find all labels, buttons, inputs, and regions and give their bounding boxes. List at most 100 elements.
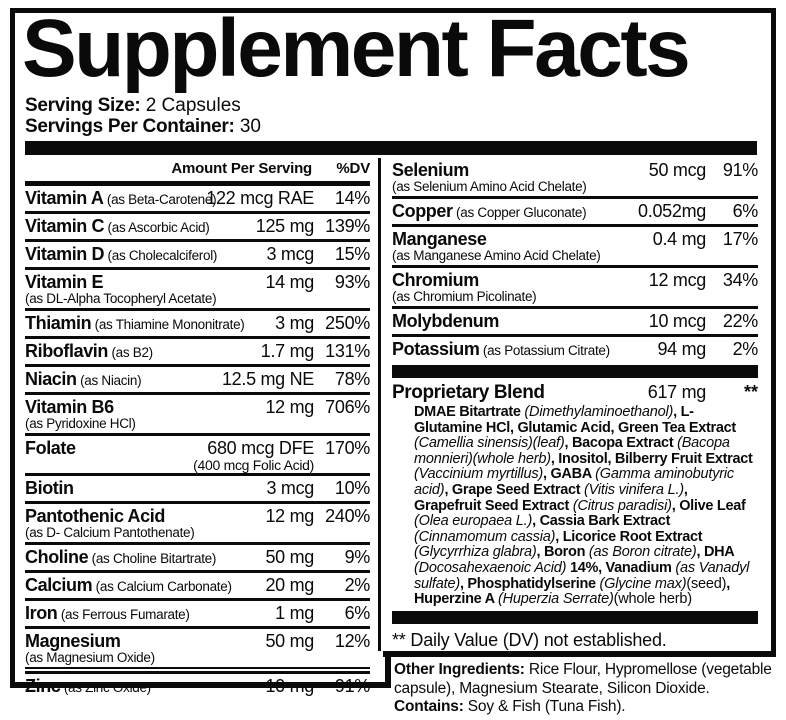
nutrient-source: (as Beta-Carotene) <box>103 192 217 207</box>
nutrient-amount: 1 mg <box>275 603 314 623</box>
right-column-rows: Selenium 50 mcg 91% (as Selenium Amino Acid… <box>392 158 758 362</box>
nutrient-row: Molybdenum 10 mcg 22% <box>392 309 758 334</box>
nutrient-dv: 34% <box>722 270 758 290</box>
nutrient-name: Vitamin D <box>25 244 105 264</box>
nutrient-name: Pantothenic Acid <box>25 506 165 526</box>
servings-per-container-label: Servings Per Container: <box>25 116 235 137</box>
nutrient-name: Molybdenum <box>392 311 499 331</box>
nutrient-source: (as Cholecalciferol) <box>104 248 218 263</box>
nutrient-source: (as Ascorbic Acid) <box>104 220 210 235</box>
nutrient-name: Choline <box>25 547 89 567</box>
nutrient-row: Vitamin D (as Cholecalciferol) 3 mcg 15% <box>25 242 370 267</box>
nutrient-source: (as Chromium Picolinate) <box>392 289 537 304</box>
column-header: Amount Per Serving %DV <box>25 158 370 186</box>
nutrient-dv: 93% <box>334 272 370 292</box>
row-separator <box>25 308 370 311</box>
amount-per-serving-header: Amount Per Serving <box>171 160 312 177</box>
left-column-rows: Vitamin A (as Beta-Carotene) 122 mcg RAE 1… <box>25 186 370 699</box>
nutrient-dv: 6% <box>732 201 759 221</box>
nutrient-name: Biotin <box>25 478 74 498</box>
nutrient-source: (as Manganese Amino Acid Chelate) <box>392 248 601 263</box>
nutrient-name: Manganese <box>392 229 487 249</box>
nutrient-amount: 3 mcg <box>266 478 314 498</box>
nutrient-row: Riboflavin (as B2) 1.7 mg 131% <box>25 339 370 364</box>
row-separator <box>25 336 370 339</box>
row-separator <box>25 542 370 545</box>
nutrient-dv: 250% <box>325 313 370 333</box>
other-ingredients-label: Other Ingredients: <box>394 661 525 678</box>
nutrient-row: Biotin 3 mcg 10% <box>25 476 370 501</box>
label-border-step <box>385 651 391 688</box>
page-title: Supplement Facts <box>22 3 691 94</box>
nutrient-name: Zinc <box>25 676 61 696</box>
footnote-top-rule <box>392 610 758 624</box>
nutrient-row: Vitamin B6 12 mg 706% (as Pyridoxine HCl) <box>25 395 370 433</box>
contains-label: Contains: <box>394 698 464 715</box>
nutrient-source: (as Copper Gluconate) <box>452 205 587 220</box>
row-separator <box>25 626 370 629</box>
nutrient-dv: 12% <box>334 631 370 651</box>
nutrient-name: Chromium <box>392 270 479 290</box>
nutrient-name: Vitamin C <box>25 216 105 236</box>
row-separator <box>392 265 758 268</box>
row-separator <box>25 267 370 270</box>
nutrient-row: Folate 680 mcg DFE (400 mcg Folic Acid) 170… <box>25 436 370 473</box>
header-thick-rule <box>25 141 757 155</box>
serving-size-value: 2 Capsules <box>140 95 241 116</box>
row-separator <box>392 334 758 337</box>
nutrient-amount: 12 mcg <box>648 270 707 290</box>
row-separator <box>25 473 370 476</box>
label-border-left <box>10 8 15 688</box>
label-border-right <box>771 8 776 657</box>
label-border-bottom-left <box>10 682 391 688</box>
nutrient-source: (as Pyridoxine HCl) <box>25 416 136 431</box>
nutrient-source: (as Calcium Carbonate) <box>92 579 232 594</box>
nutrient-row: Chromium 12 mcg 34% (as Chromium Picolinate… <box>392 268 758 306</box>
nutrient-dv: 10% <box>334 478 370 498</box>
nutrient-amount: 3 mcg <box>266 244 314 264</box>
nutrient-dv: 22% <box>722 311 758 331</box>
row-separator <box>392 306 758 309</box>
nutrient-row: Choline (as Choline Bitartrate) 50 mg 9% <box>25 545 370 570</box>
nutrient-dv: 131% <box>325 341 370 361</box>
nutrient-name: Folate <box>25 438 76 458</box>
row-separator <box>25 433 370 436</box>
nutrient-name: Vitamin B6 <box>25 397 114 417</box>
serving-info: Serving Size: 2 Capsules Servings Per Co… <box>25 95 755 137</box>
nutrient-row: Zinc (as Zinc Oxide) 10 mg 91% <box>25 674 370 699</box>
proprietary-blend-top-rule <box>392 365 758 378</box>
label-border-bottom-right <box>383 651 776 657</box>
other-ingredients-text: Rice Flour, Hypromellose (vegetable caps… <box>394 661 772 697</box>
nutrient-amount: 94 mg <box>657 339 706 359</box>
nutrient-amount: 0.4 mg <box>652 229 707 249</box>
nutrient-dv: 706% <box>325 397 370 417</box>
nutrient-row: Niacin (as Niacin) 12.5 mg NE 78% <box>25 367 370 392</box>
dv-header: %DV <box>336 160 370 177</box>
nutrient-dv: 6% <box>344 603 371 623</box>
row-separator <box>392 196 758 199</box>
nutrient-amount: 14 mg <box>265 272 314 292</box>
nutrient-source: (as B2) <box>108 345 153 360</box>
nutrient-dv: 91% <box>722 160 758 180</box>
proprietary-blend-header: Proprietary Blend 617 mg ** <box>392 378 758 404</box>
nutrient-dv: 17% <box>722 229 758 249</box>
nutrient-row: Vitamin A (as Beta-Carotene) 122 mcg RAE 1… <box>25 186 370 211</box>
nutrient-name: Calcium <box>25 575 93 595</box>
nutrient-dv: 170% <box>325 438 370 458</box>
nutrient-source: (as Selenium Amino Acid Chelate) <box>392 179 587 194</box>
servings-per-container-line: Servings Per Container: 30 <box>25 116 755 137</box>
nutrient-dv: 14% <box>334 188 370 208</box>
row-separator <box>25 364 370 367</box>
nutrient-amount: 12 mg <box>265 397 314 417</box>
proprietary-blend-name: Proprietary Blend <box>392 382 545 403</box>
proprietary-blend-dv: ** <box>743 382 758 402</box>
nutrient-name: Magnesium <box>25 631 121 651</box>
dv-footnote: ** Daily Value (DV) not established. <box>392 629 667 650</box>
nutrient-source: (as Zinc Oxide) <box>60 680 151 695</box>
nutrient-amount: 10 mg <box>265 676 314 696</box>
nutrient-dv: 91% <box>334 676 370 696</box>
row-separator <box>25 570 370 573</box>
nutrient-amount: 122 mcg RAE <box>206 188 314 208</box>
nutrient-amount: 50 mg <box>265 547 314 567</box>
nutrient-amount: 50 mg <box>265 631 314 651</box>
